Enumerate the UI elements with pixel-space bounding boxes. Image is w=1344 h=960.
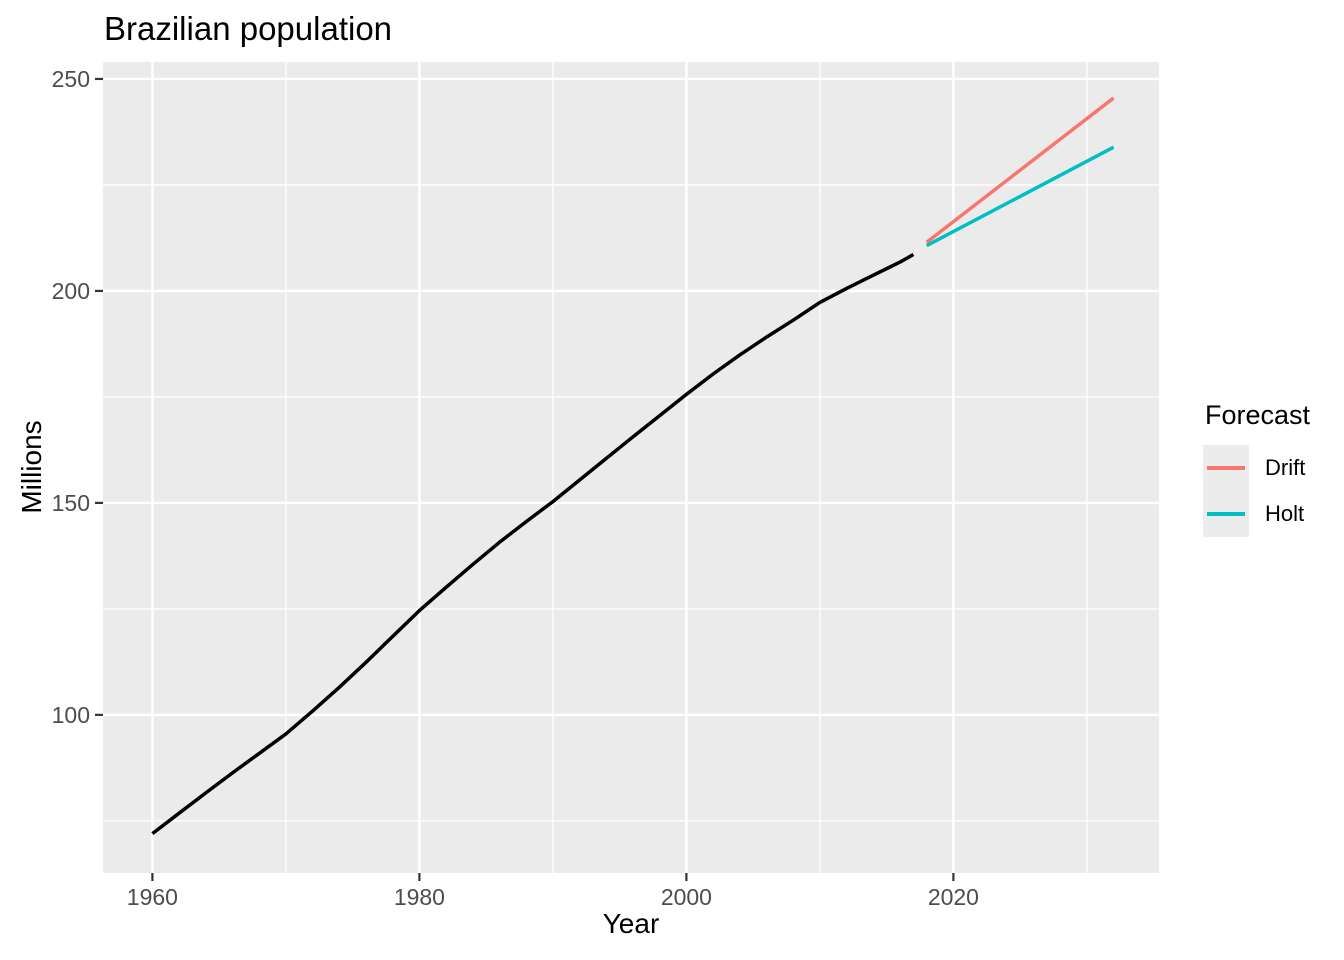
x-tick-label: 2000 <box>661 884 712 910</box>
chart-title: Brazilian population <box>104 10 393 47</box>
x-tick-label: 2020 <box>928 884 979 910</box>
legend-label-holt: Holt <box>1265 501 1305 526</box>
holt-line-swatch-icon <box>1207 512 1245 516</box>
y-tick-label: 150 <box>52 490 90 516</box>
x-tick-label: 1980 <box>394 884 445 910</box>
x-axis-title: Year <box>602 908 660 939</box>
legend: Forecast Drift Holt <box>1203 402 1310 537</box>
legend-key-holt <box>1203 491 1249 537</box>
y-tick-label: 250 <box>52 66 90 92</box>
x-tick-label: 1960 <box>127 884 178 910</box>
drift-line-swatch-icon <box>1207 466 1245 470</box>
y-tick-label: 100 <box>52 702 90 728</box>
legend-label-drift: Drift <box>1265 455 1306 480</box>
y-axis-title: Millions <box>16 420 47 514</box>
legend-item-holt: Holt <box>1203 491 1310 537</box>
legend-items: Drift Holt <box>1203 445 1310 537</box>
observed-series-line <box>151 252 915 835</box>
drift-series-line <box>925 96 1115 244</box>
holt-series-line <box>925 145 1115 248</box>
y-tick-label: 200 <box>52 278 90 304</box>
legend-key-drift <box>1203 445 1249 491</box>
legend-item-drift: Drift <box>1203 445 1310 491</box>
legend-title: Forecast <box>1205 400 1311 430</box>
